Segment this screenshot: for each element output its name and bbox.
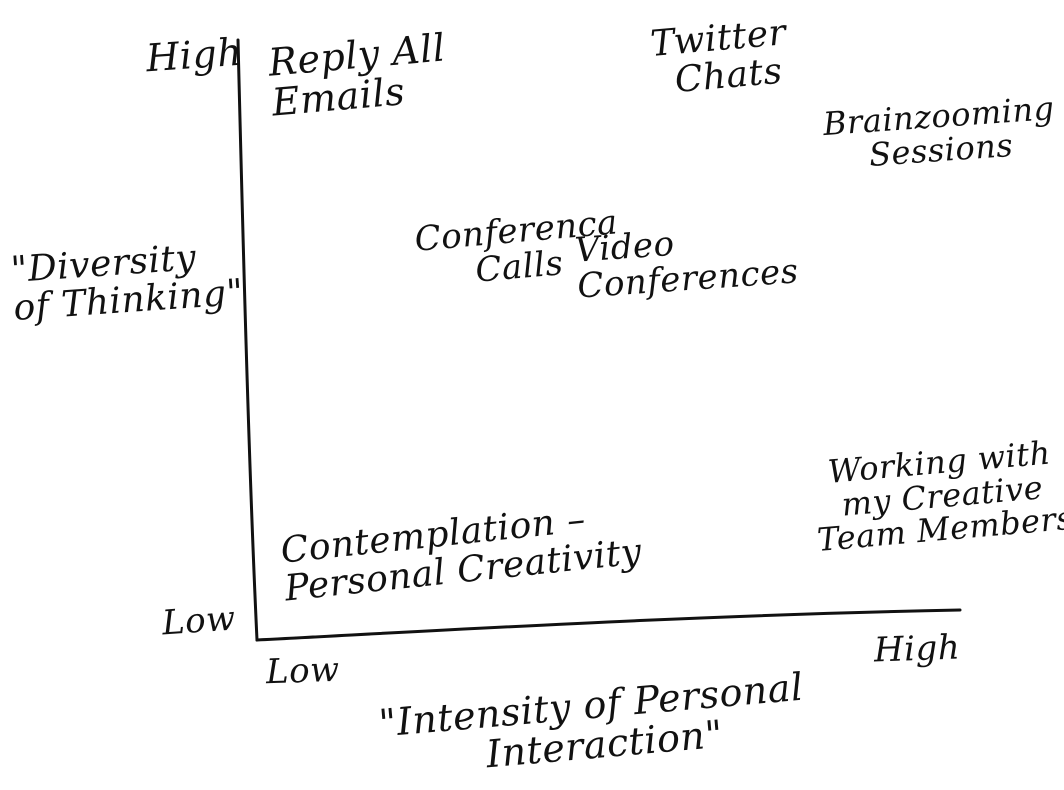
- y-axis-title: "Diversity of Thinking": [10, 236, 245, 329]
- item-working-with-team: Working with my Creative Team Members: [810, 433, 1064, 559]
- y-axis-low-label: Low: [160, 598, 237, 644]
- y-axis-high-label: High: [144, 29, 244, 81]
- item-video-conferences: Video Conferences: [574, 218, 800, 306]
- x-axis-line: [255, 608, 962, 642]
- item-twitter-chats: Twitter Chats: [649, 12, 791, 101]
- x-axis-low-label: Low: [265, 649, 341, 693]
- y-axis-line: [236, 38, 259, 642]
- x-axis-high-label: High: [873, 627, 961, 671]
- item-reply-all-emails: Reply All Emails: [267, 25, 451, 124]
